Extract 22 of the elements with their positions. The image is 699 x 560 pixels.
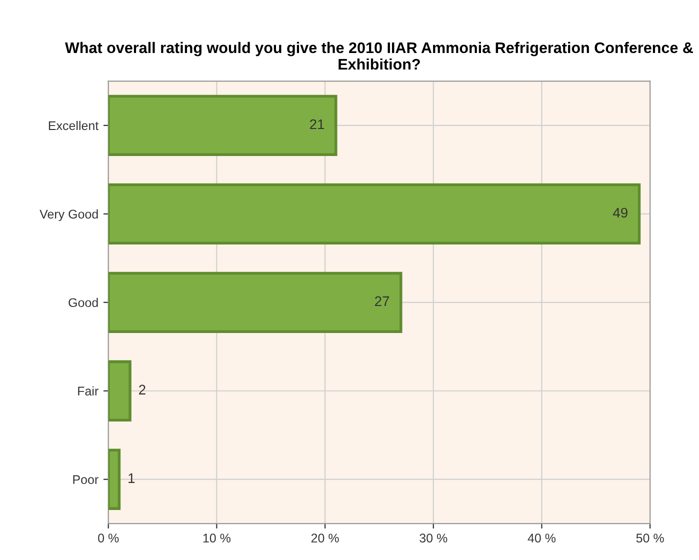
- data-label: 1: [128, 473, 135, 483]
- x-tick-label: 30 %: [420, 534, 448, 543]
- chart-title: What overall rating would you give the 2010 IIAR Ammonia Refrigeration Conference & Exhibition?: [65, 42, 693, 70]
- bar: [108, 272, 402, 333]
- bar: [108, 360, 132, 422]
- data-label: 21: [310, 119, 324, 130]
- x-tick-label: 40 %: [528, 534, 556, 543]
- data-label: 27: [375, 296, 390, 306]
- data-label: 2: [139, 384, 146, 394]
- x-tick-label: 0 %: [98, 534, 119, 543]
- bar: [108, 448, 121, 510]
- y-tick-label: Fair: [78, 386, 98, 396]
- x-tick-label: 50 %: [636, 534, 664, 543]
- y-tick-label: Excellent: [48, 120, 99, 130]
- bar: [108, 94, 338, 156]
- x-tick-label: 20 %: [311, 534, 339, 543]
- x-tick-label: 10 %: [203, 534, 230, 543]
- data-label: 49: [612, 208, 628, 218]
- y-tick-label: Very Good: [40, 209, 98, 222]
- y-tick-label: Good: [68, 298, 98, 308]
- y-tick-label: Poor: [73, 475, 98, 484]
- bar: [108, 183, 641, 245]
